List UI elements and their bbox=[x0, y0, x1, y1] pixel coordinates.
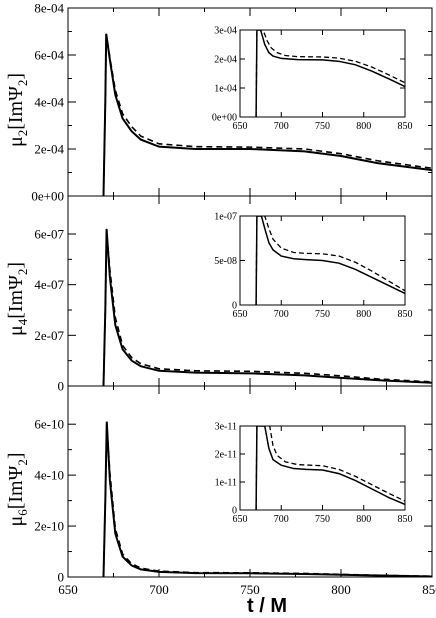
panels: 0e+00 2e-04 4e-04 6e-04 8e-04 μ2[ImΨ2] 0e+00 1e… bbox=[5, 1, 436, 598]
inset-y-tick-label: 5e-08 bbox=[214, 256, 237, 267]
x-tick-label: 800 bbox=[331, 582, 351, 597]
panel-3-inset-series-solid bbox=[255, 426, 405, 510]
inset-x-tick-label: 800 bbox=[356, 121, 371, 132]
inset-x-tick-label: 750 bbox=[315, 121, 330, 132]
y-tick-label: 8e-04 bbox=[34, 1, 64, 16]
panel-3: 0 2e-10 4e-10 6e-10 650 700 750 800 850 μ6[ImΨ2] 0… bbox=[5, 385, 436, 597]
x-tick-label: 850 bbox=[422, 582, 436, 597]
inset-y-tick-label: 2e-11 bbox=[215, 450, 237, 461]
y-tick-label: 6e-04 bbox=[34, 48, 64, 63]
inset-x-tick-label: 750 bbox=[315, 309, 330, 320]
panel-1-series-dashed bbox=[102, 33, 432, 196]
panel-2-series-solid bbox=[102, 228, 432, 386]
inset-y-tick-label: 0 bbox=[232, 301, 237, 312]
panel-3-inset-frame bbox=[239, 425, 406, 511]
inset-y-tick-label: 1e-11 bbox=[215, 478, 237, 489]
inset-x-tick-label: 800 bbox=[356, 514, 371, 525]
y-tick-label: 0e+00 bbox=[31, 189, 64, 204]
y-tick-label: 0 bbox=[58, 379, 65, 394]
panel-2-inset-series-dashed bbox=[255, 216, 405, 305]
inset-x-tick-label: 700 bbox=[274, 121, 289, 132]
panel-3-y-axis-label: μ6[ImΨ2] bbox=[5, 452, 30, 526]
inset-x-tick-label: 800 bbox=[356, 309, 371, 320]
panel-2-inset-series-solid bbox=[255, 216, 405, 305]
inset-y-tick-label: 3e-11 bbox=[215, 422, 237, 433]
y-tick-label: 6e-10 bbox=[34, 417, 64, 432]
inset-y-tick-label: 1e-07 bbox=[214, 212, 237, 223]
panel-1-inset-series-solid bbox=[255, 30, 405, 117]
panel-2: 0 2e-07 4e-07 6e-07 μ4[ImΨ2] 0 5e-08 1e-07 650 70… bbox=[5, 195, 433, 394]
inset-y-tick-label: 3e-04 bbox=[214, 26, 237, 37]
inset-y-tick-label: 2e-04 bbox=[214, 55, 237, 66]
y-tick-label: 2e-07 bbox=[34, 328, 64, 343]
inset-y-tick-label: 0e+00 bbox=[212, 113, 237, 124]
panel-3-series-dashed bbox=[102, 424, 432, 577]
x-tick-label: 650 bbox=[58, 582, 78, 597]
inset-x-tick-label: 650 bbox=[233, 514, 248, 525]
panel-1-y-axis-label: μ2[ImΨ2] bbox=[5, 73, 30, 147]
inset-x-tick-label: 750 bbox=[315, 514, 330, 525]
inset-x-tick-label: 650 bbox=[233, 309, 248, 320]
panel-2-y-axis-label: μ4[ImΨ2] bbox=[5, 262, 30, 336]
inset-x-tick-label: 850 bbox=[398, 514, 413, 525]
panel-2-series-dashed bbox=[102, 231, 432, 386]
inset-y-tick-label: 1e-04 bbox=[214, 84, 237, 95]
panel-1: 0e+00 2e-04 4e-04 6e-04 8e-04 μ2[ImΨ2] 0e+00 1e… bbox=[5, 1, 433, 204]
inset-x-tick-label: 850 bbox=[398, 309, 413, 320]
inset-x-tick-label: 700 bbox=[274, 514, 289, 525]
inset-y-tick-label: 0 bbox=[232, 506, 237, 517]
y-tick-label: 2e-10 bbox=[34, 519, 64, 534]
inset-x-tick-label: 700 bbox=[274, 309, 289, 320]
x-tick-label: 700 bbox=[149, 582, 169, 597]
panel-2-inset: 0 5e-08 1e-07 650 700 750 800 850 bbox=[214, 212, 412, 321]
y-tick-label: 0 bbox=[58, 570, 65, 585]
x-axis-label: t / M bbox=[247, 595, 287, 617]
panel-3-inset-series-dashed bbox=[255, 426, 405, 510]
y-tick-label: 6e-07 bbox=[34, 227, 64, 242]
inset-x-tick-label: 850 bbox=[398, 121, 413, 132]
panel-3-inset: 0 1e-11 2e-11 3e-11 650 700 750 800 850 bbox=[215, 422, 413, 526]
panel-1-inset: 0e+00 1e-04 2e-04 3e-04 650 700 750 800 850 bbox=[212, 26, 413, 133]
inset-x-tick-label: 650 bbox=[233, 121, 248, 132]
y-tick-label: 4e-10 bbox=[34, 468, 64, 483]
y-tick-label: 4e-07 bbox=[34, 277, 64, 292]
y-tick-label: 4e-04 bbox=[34, 95, 64, 110]
x-tick-label: 750 bbox=[240, 582, 260, 597]
y-tick-label: 2e-04 bbox=[34, 142, 64, 157]
